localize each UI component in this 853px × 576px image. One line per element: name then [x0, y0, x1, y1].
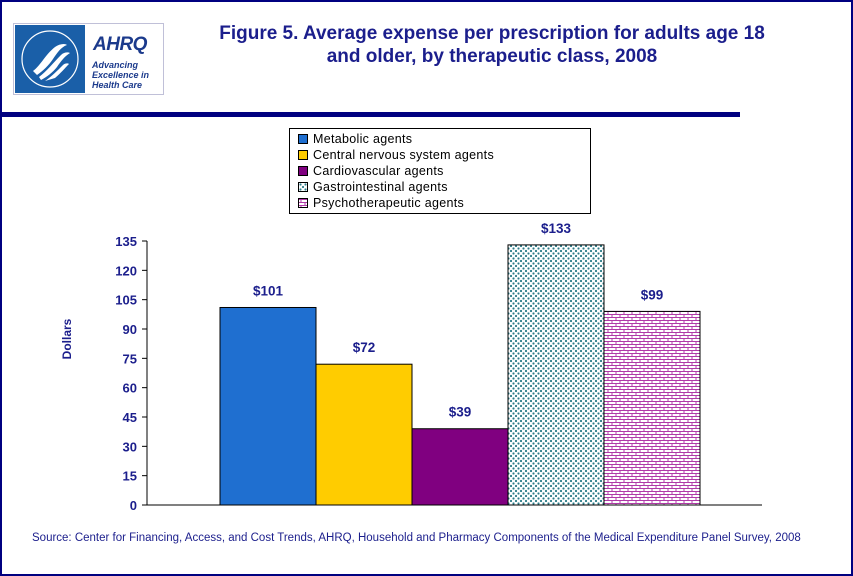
- y-tick-label: 60: [123, 381, 137, 396]
- data-label: $99: [641, 287, 664, 302]
- data-label: $39: [449, 405, 472, 420]
- title-divider: [2, 112, 740, 117]
- y-tick-label: 120: [115, 263, 137, 278]
- y-tick-label: 15: [123, 469, 137, 484]
- legend-swatch: [298, 150, 308, 160]
- ahrq-wordmark: AHRQ Advancing Excellence in Health Care: [88, 26, 162, 92]
- legend-swatch: [298, 166, 308, 176]
- legend-item-cns: Central nervous system agents: [298, 147, 494, 163]
- legend-label: Cardiovascular agents: [313, 164, 444, 178]
- bar-central-nervous-system-agents: [315, 363, 413, 506]
- y-tick-label: 90: [123, 322, 137, 337]
- bar-cardiovascular-agents: [411, 428, 509, 506]
- ahrq-name: AHRQ: [93, 34, 147, 55]
- tagline-line: Advancing: [92, 60, 139, 70]
- legend-item-gastrointestinal: Gastrointestinal agents: [298, 179, 448, 195]
- y-tick-label: 105: [115, 293, 137, 308]
- bar-psychotherapeutic-agents: [603, 310, 701, 506]
- tagline-line: Health Care: [92, 80, 143, 90]
- hhs-seal-icon: [15, 25, 85, 93]
- chart-title: Figure 5. Average expense per prescripti…: [172, 22, 812, 68]
- legend-item-psychotherapeutic: Psychotherapeutic agents: [298, 195, 464, 211]
- legend-label: Gastrointestinal agents: [313, 180, 448, 194]
- legend-item-cardiovascular: Cardiovascular agents: [298, 163, 444, 179]
- legend-swatch: [298, 198, 308, 208]
- legend-swatch: [298, 134, 308, 144]
- ahrq-tagline: Advancing Excellence in Health Care: [92, 60, 149, 90]
- bar-metabolic-agents: [219, 306, 317, 506]
- y-tick-label: 30: [123, 439, 137, 454]
- chart-legend: Metabolic agents Central nervous system …: [289, 128, 591, 214]
- ahrq-logo: AHRQ Advancing Excellence in Health Care: [13, 23, 164, 95]
- y-tick-label: 75: [123, 351, 137, 366]
- tagline-line: Excellence in: [92, 70, 150, 80]
- data-label: $101: [253, 283, 284, 298]
- data-label: $72: [353, 340, 376, 355]
- source-note: Source: Center for Financing, Access, an…: [32, 532, 801, 544]
- legend-label: Central nervous system agents: [313, 148, 495, 162]
- legend-item-metabolic: Metabolic agents: [298, 131, 412, 147]
- legend-label: Psychotherapeutic agents: [313, 196, 465, 210]
- data-label: $133: [541, 221, 572, 236]
- bar-gastrointestinal-agents: [507, 244, 605, 506]
- y-tick-label: 0: [130, 498, 137, 513]
- y-tick-label: 45: [123, 410, 137, 425]
- y-tick-label: 135: [115, 234, 137, 249]
- legend-swatch: [298, 182, 308, 192]
- legend-label: Metabolic agents: [313, 132, 413, 146]
- chart-title-line: and older, by therapeutic class, 2008: [326, 46, 658, 67]
- chart-title-line: Figure 5. Average expense per prescripti…: [219, 23, 765, 44]
